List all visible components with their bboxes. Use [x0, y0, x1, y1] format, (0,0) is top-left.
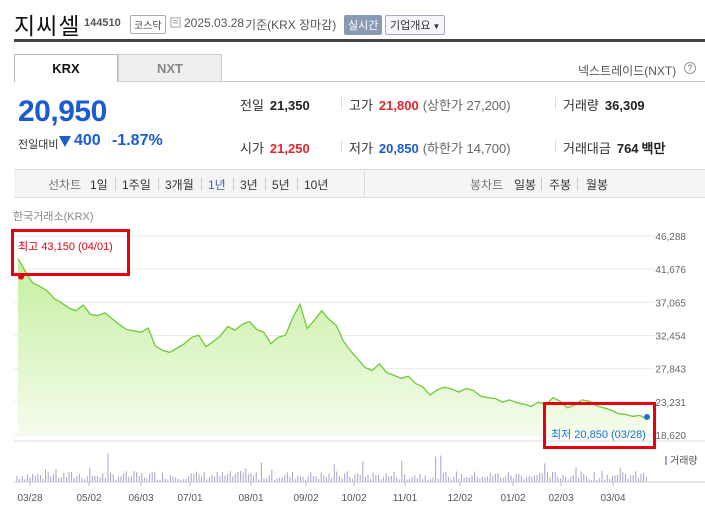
period-3m[interactable]: 3개월: [165, 178, 194, 192]
period-1y[interactable]: 1년: [208, 178, 226, 192]
divider: [233, 178, 234, 190]
base-date: 2025.03.28: [184, 16, 245, 30]
candle-daily[interactable]: 일봉: [514, 178, 537, 192]
x-tick-label: 11/01: [393, 493, 418, 504]
candle-weekly[interactable]: 주봉: [549, 178, 572, 192]
nxt-link[interactable]: 넥스트레이드(NXT): [578, 64, 677, 78]
divider: [265, 178, 266, 190]
market-badge: 코스닥: [130, 15, 166, 34]
period-1d[interactable]: 1일: [90, 178, 108, 192]
divider: [555, 97, 556, 109]
divider: [364, 170, 365, 197]
company-info-label: 기업개요: [390, 20, 431, 32]
y-tick-label: 41,676: [655, 265, 686, 276]
stat-volume: 거래량 36,309: [563, 95, 645, 114]
x-tick-label: 01/02: [500, 493, 525, 504]
x-tick-label: 07/01: [177, 493, 202, 504]
price-line: [17, 258, 648, 420]
divider: [577, 178, 578, 190]
stat-value: 21,800: [378, 98, 419, 113]
clock-icon: [170, 17, 181, 28]
company-info-button[interactable]: 기업개요 ▼: [385, 15, 446, 35]
change-rate: -1.87%: [112, 132, 163, 149]
amount-unit: 백만: [641, 141, 666, 156]
stock-code: 144510: [84, 17, 121, 29]
y-tick-label: 23,231: [655, 398, 686, 409]
base-basis: 기준(KRX 장마감): [245, 18, 337, 32]
volume-legend-swatch: [665, 456, 667, 465]
volume-legend: 거래량: [665, 452, 698, 467]
y-tick-label: 32,454: [655, 332, 686, 343]
period-5y[interactable]: 5년: [272, 178, 290, 192]
divider: [541, 178, 542, 190]
realtime-button[interactable]: 실시간: [344, 15, 383, 35]
stat-high: 고가 21,800 (상한가 27,200): [349, 95, 511, 114]
tab-nxt[interactable]: NXT: [118, 54, 222, 82]
header-divider: [14, 39, 705, 42]
x-tick-label: 05/02: [76, 493, 101, 504]
stat-value: 36,309: [604, 98, 645, 113]
divider: [158, 178, 159, 190]
candle-chart-label: 봉차트: [470, 178, 504, 192]
stat-label: 고가: [349, 98, 373, 113]
y-tick-label: 46,288: [655, 232, 686, 243]
stat-low: 저가 20,850 (하한가 14,700): [349, 138, 511, 157]
x-tick-label: 02/03: [548, 493, 573, 504]
candle-monthly[interactable]: 월봉: [586, 178, 609, 192]
divider: [115, 178, 116, 190]
tab-divider: [222, 81, 705, 82]
x-tick-label: 12/02: [447, 493, 472, 504]
max-price-label: 최고 43,150 (04/01): [18, 241, 113, 253]
stat-open: 시가 21,250: [240, 138, 310, 157]
lower-limit: (하한가 14,700): [422, 141, 511, 156]
help-icon[interactable]: ?: [684, 62, 696, 74]
divider: [341, 140, 342, 152]
stat-amount: 거래대금 764 백만: [563, 138, 665, 157]
min-price-label: 최저 20,850 (03/28): [551, 429, 646, 441]
volume-legend-label: 거래량: [670, 456, 698, 467]
line-chart-label: 선차트: [48, 178, 82, 192]
x-tick-label: 03/28: [17, 493, 42, 504]
y-tick-label: 27,843: [655, 365, 686, 376]
y-tick-label: 18,620: [655, 431, 686, 442]
change-label: 전일대비: [18, 139, 59, 151]
period-3y[interactable]: 3년: [240, 178, 258, 192]
y-tick-label: 37,065: [655, 298, 686, 309]
stat-value: 764: [616, 141, 639, 156]
min-highlight-box: [543, 402, 656, 449]
x-tick-label: 09/02: [293, 493, 318, 504]
x-tick-label: 06/03: [128, 493, 153, 504]
stat-label: 전일: [240, 98, 264, 113]
period-1w[interactable]: 1주일: [122, 178, 151, 192]
divider: [341, 97, 342, 109]
divider: [555, 140, 556, 152]
stat-value: 21,250: [269, 141, 310, 156]
down-triangle-icon: [59, 136, 71, 147]
stat-value: 21,350: [269, 98, 310, 113]
stat-label: 거래대금: [563, 141, 611, 156]
min-marker: [644, 413, 650, 420]
max-highlight-box: [11, 229, 130, 276]
upper-limit: (상한가 27,200): [422, 98, 511, 113]
stat-label: 저가: [349, 141, 373, 156]
exchange-label: 한국거래소(KRX): [13, 211, 94, 223]
price-chart[interactable]: 46,288 41,676 37,065 32,454 27,843 23,231 18,6…: [0, 225, 705, 519]
divider: [201, 178, 202, 190]
stat-label: 시가: [240, 141, 264, 156]
divider: [297, 178, 298, 190]
change-amount: 400: [74, 132, 101, 149]
period-10y[interactable]: 10년: [304, 178, 329, 192]
current-price: 20,950: [18, 95, 107, 128]
stat-value: 20,850: [378, 141, 419, 156]
chevron-down-icon: ▼: [432, 22, 441, 31]
x-tick-label: 03/04: [600, 493, 625, 504]
stat-label: 거래량: [563, 98, 599, 113]
tab-krx[interactable]: KRX: [14, 54, 118, 82]
x-tick-label: 10/02: [341, 493, 366, 504]
stat-prev-close: 전일 21,350: [240, 95, 310, 114]
x-tick-label: 08/01: [238, 493, 263, 504]
stock-name: 지씨셀: [14, 13, 81, 39]
price-area: [18, 258, 647, 435]
period-bar: [14, 169, 705, 198]
